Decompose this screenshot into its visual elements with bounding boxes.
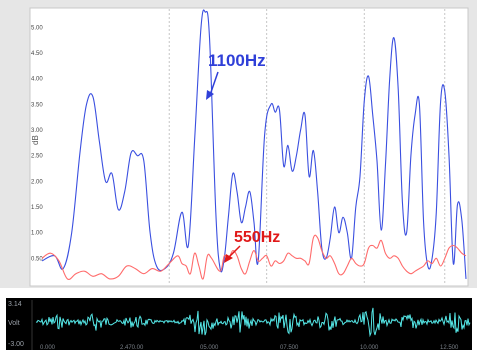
waveform-panel	[6, 298, 472, 350]
y-tick-label: 3.00	[31, 128, 43, 134]
label-550hz: 550Hz	[234, 229, 280, 246]
y-tick-label: 0.50	[31, 256, 43, 262]
waveform-x-tick-label: 12.500	[440, 345, 459, 350]
y-tick-label: 2.50	[31, 154, 43, 160]
y-tick-label: 5.00	[31, 25, 43, 31]
waveform-x-tick-label: 0.000	[40, 345, 56, 350]
y-tick-labels: 5.00 4.50 4.00 3.50 3.00 2.50 2.00 1.50 1.00 0.50	[31, 25, 43, 262]
waveform-x-tick-label: 05.000	[200, 345, 219, 350]
y-axis-label: dB	[31, 135, 40, 145]
waveform-signal	[35, 307, 471, 338]
waveform-x-tick-labels: 0.000 2.470.00 05.000 07.500 10.000 12.500	[40, 345, 459, 351]
waveform-ylabel: Volt	[8, 320, 20, 327]
arrow-1100hz-head	[206, 90, 214, 100]
arrow-550hz-line	[227, 245, 241, 259]
plot-area	[29, 7, 469, 287]
y-tick-label: 4.50	[31, 51, 43, 57]
y-tick-label: 1.00	[31, 231, 43, 237]
waveform-ytick-bottom: -3.00	[8, 341, 24, 348]
series-group	[41, 9, 467, 280]
grid	[168, 9, 446, 285]
label-1100hz: 1100Hz	[208, 51, 266, 70]
y-tick-label: 1.50	[31, 205, 43, 211]
waveform-line	[35, 307, 471, 338]
y-tick-label: 4.00	[31, 77, 43, 83]
waveform-ytick-top: 3.14	[8, 301, 22, 308]
arrow-550hz-head	[224, 254, 233, 263]
waveform-x-tick-label: 07.500	[280, 345, 299, 350]
series-line-550hz	[41, 234, 467, 280]
series-line-1100hz	[41, 9, 467, 279]
arrow-1100hz-line	[209, 71, 219, 96]
y-tick-label: 3.50	[31, 102, 43, 108]
y-tick-label: 2.00	[31, 179, 43, 185]
waveform-x-tick-label: 2.470.00	[120, 345, 144, 350]
waveform-x-tick-label: 10.000	[360, 345, 379, 350]
